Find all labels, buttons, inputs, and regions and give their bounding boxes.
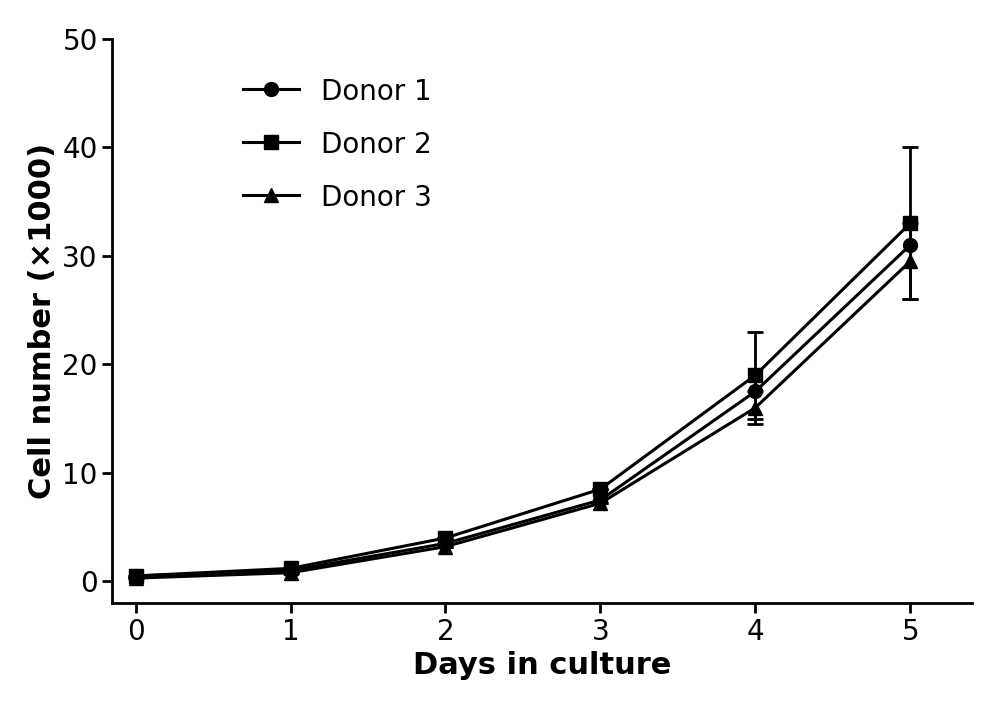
Legend: Donor 1, Donor 2, Donor 3: Donor 1, Donor 2, Donor 3	[229, 64, 446, 226]
X-axis label: Days in culture: Days in culture	[413, 651, 672, 680]
Y-axis label: Cell number (×1000): Cell number (×1000)	[28, 143, 57, 499]
